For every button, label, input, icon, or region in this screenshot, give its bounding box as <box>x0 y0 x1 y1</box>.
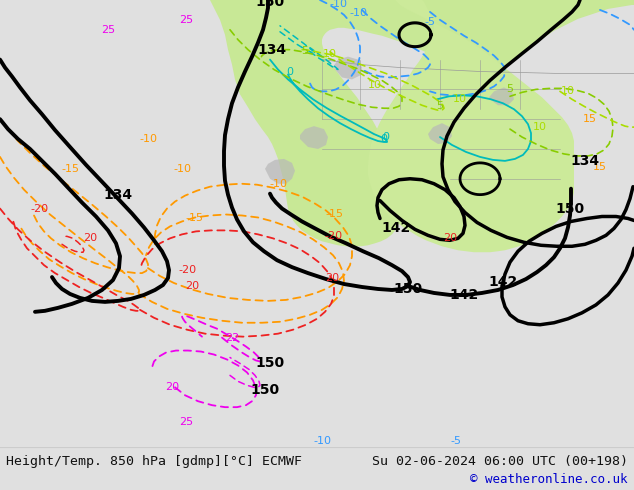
Text: 10: 10 <box>561 86 575 97</box>
Text: 25: 25 <box>179 15 193 25</box>
Text: 150: 150 <box>256 356 285 370</box>
Text: -10: -10 <box>349 8 367 18</box>
Text: 142: 142 <box>382 221 411 235</box>
Text: 25: 25 <box>101 25 115 35</box>
Text: 134: 134 <box>571 154 600 168</box>
Polygon shape <box>368 0 574 252</box>
Text: -5: -5 <box>425 17 436 27</box>
Text: 20: 20 <box>443 233 457 244</box>
Polygon shape <box>489 87 514 105</box>
Text: -20: -20 <box>325 231 343 242</box>
Text: 0: 0 <box>382 132 389 142</box>
Text: 134: 134 <box>257 43 287 57</box>
Text: 20: 20 <box>325 273 339 283</box>
Polygon shape <box>265 159 295 184</box>
Text: -15: -15 <box>325 209 343 219</box>
Text: -15: -15 <box>185 214 203 223</box>
Text: 10: 10 <box>368 80 382 90</box>
Text: -10: -10 <box>329 0 347 9</box>
Text: -10: -10 <box>173 164 191 174</box>
Text: 142: 142 <box>488 275 517 289</box>
Text: 22: 22 <box>225 333 239 343</box>
Text: 142: 142 <box>450 288 479 302</box>
Text: 150: 150 <box>394 282 423 296</box>
Text: -20: -20 <box>31 203 49 214</box>
Text: 25: 25 <box>179 417 193 427</box>
Polygon shape <box>210 0 634 246</box>
Text: 10: 10 <box>533 122 547 132</box>
Text: -10: -10 <box>313 436 331 446</box>
Text: 150: 150 <box>555 201 585 216</box>
Text: © weatheronline.co.uk: © weatheronline.co.uk <box>470 473 628 487</box>
Polygon shape <box>428 123 452 144</box>
Text: -20: -20 <box>179 265 197 275</box>
Text: 10: 10 <box>453 94 467 104</box>
Text: 20: 20 <box>185 281 199 291</box>
Text: -15: -15 <box>61 164 79 174</box>
Text: 10: 10 <box>323 49 337 59</box>
Polygon shape <box>334 57 362 79</box>
Text: 134: 134 <box>103 188 133 202</box>
Text: Height/Temp. 850 hPa [gdmp][°C] ECMWF: Height/Temp. 850 hPa [gdmp][°C] ECMWF <box>6 455 302 468</box>
Text: Su 02-06-2024 06:00 UTC (00+198): Su 02-06-2024 06:00 UTC (00+198) <box>372 455 628 468</box>
Text: 5: 5 <box>436 101 444 111</box>
Text: 15: 15 <box>593 162 607 172</box>
Text: 150: 150 <box>250 383 280 397</box>
Text: -10: -10 <box>269 179 287 189</box>
Text: 20: 20 <box>165 382 179 392</box>
Text: 5: 5 <box>302 46 309 56</box>
Text: 15: 15 <box>583 114 597 124</box>
Text: -10: -10 <box>139 134 157 144</box>
Text: 0: 0 <box>287 68 294 77</box>
Text: 20: 20 <box>83 233 97 244</box>
Polygon shape <box>300 126 328 149</box>
Text: 150: 150 <box>256 0 285 9</box>
Text: -5: -5 <box>451 436 462 446</box>
Text: 5: 5 <box>507 84 514 95</box>
Text: 0: 0 <box>380 134 387 144</box>
